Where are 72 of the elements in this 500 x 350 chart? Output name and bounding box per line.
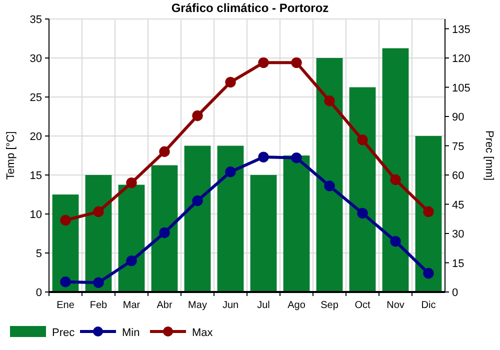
point (126, 177, 137, 188)
x-tick-label: Jul (257, 300, 270, 311)
x-tick-label: Jun (222, 300, 239, 311)
point (225, 166, 236, 178)
x-tick-label: Mar (122, 300, 141, 311)
bar (382, 48, 409, 292)
y-tick-label: 5 (36, 248, 42, 260)
bar (316, 58, 343, 292)
x-tick-label: Feb (90, 300, 108, 311)
point (159, 146, 170, 157)
y2-tick-label: 75 (452, 140, 464, 153)
chart-title: Gráfico climático - Portoroz (171, 1, 329, 15)
point (324, 180, 335, 192)
y-tick-label: 20 (30, 131, 42, 143)
point (60, 214, 71, 226)
bar (415, 136, 442, 292)
x-tick-label: Oct (354, 300, 370, 311)
legend-label: Min (122, 327, 140, 339)
y-tick-label: 10 (30, 209, 42, 221)
point (423, 206, 434, 217)
x-tick-label: May (188, 300, 207, 311)
y2-tick-label: 90 (452, 112, 464, 124)
point (390, 236, 401, 247)
x-tick-label: Sep (320, 300, 339, 311)
legend-label: Prec (52, 327, 76, 339)
y2-tick-label: 120 (452, 53, 470, 65)
bar (250, 175, 277, 292)
point (390, 174, 401, 186)
point (93, 277, 104, 288)
bar (217, 146, 244, 292)
point (126, 255, 137, 266)
bar (349, 87, 376, 292)
point (258, 57, 269, 68)
y2-tick-label: 30 (452, 228, 464, 240)
bar (85, 175, 112, 292)
point (93, 206, 104, 217)
y-tick-label: 35 (30, 14, 42, 26)
y-tick-label: 30 (30, 53, 42, 65)
x-tick-label: Abr (156, 300, 173, 311)
point (357, 134, 368, 146)
point (324, 96, 335, 106)
point (225, 76, 236, 88)
point (423, 268, 434, 279)
point (192, 110, 203, 122)
bar (118, 184, 145, 292)
y-tick-label: 0 (36, 287, 42, 299)
y-tick-label: 25 (30, 92, 42, 104)
bar (283, 156, 310, 292)
bar (151, 165, 178, 292)
x-tick-label: Ene (56, 300, 75, 311)
y2-tick-label: 105 (452, 82, 470, 94)
point (357, 208, 368, 219)
point (192, 195, 203, 206)
point (159, 227, 170, 238)
y2-tick-label: 45 (452, 199, 464, 212)
point (291, 57, 302, 68)
y-tick-label: 15 (30, 170, 42, 182)
x-tick-label: Nov (386, 300, 404, 311)
bar (52, 194, 79, 292)
x-tick-label: Ago (288, 300, 306, 311)
x-tick-label: Dic (421, 300, 436, 311)
point (60, 276, 71, 288)
point (291, 152, 302, 164)
legend-label: Max (192, 327, 214, 339)
y2-tick-label: 15 (452, 258, 464, 270)
y2-axis-title: Prec [mm] (483, 130, 495, 181)
y2-tick-label: 135 (452, 24, 470, 36)
y2-tick-label: 60 (452, 170, 464, 182)
y2-tick-label: 0 (452, 287, 458, 299)
y-axis-title: Temp [°C] (5, 131, 17, 180)
point (258, 152, 269, 162)
bar (184, 146, 211, 292)
